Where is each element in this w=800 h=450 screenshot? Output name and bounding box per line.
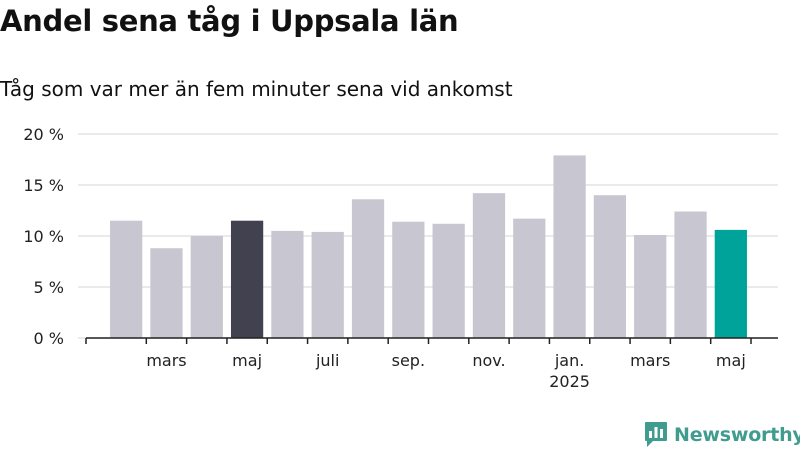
x-tick-label: sep.	[392, 351, 425, 370]
x-tick-label: juli	[315, 351, 339, 370]
newsworthy-logo-icon	[645, 422, 667, 447]
x-axis: mars maj juli sep. nov. jan. 2025 mars maj	[85, 337, 778, 391]
y-tick-label: 20 %	[23, 125, 64, 144]
bar	[271, 230, 304, 338]
bar	[593, 195, 627, 338]
y-tick-label: 10 %	[23, 227, 64, 246]
y-tick-label: 5 %	[34, 278, 64, 297]
bar	[230, 220, 264, 338]
gridlines	[78, 133, 778, 339]
x-tick-label: nov.	[472, 351, 505, 370]
chart-title: Andel sena tåg i Uppsala län	[0, 4, 459, 38]
bar	[110, 220, 143, 338]
x-tick-sublabel: 2025	[549, 372, 590, 391]
brand-name: Newsworthy	[674, 424, 800, 446]
x-tick-label: maj	[232, 351, 262, 370]
bar	[553, 155, 586, 338]
bar	[150, 248, 183, 338]
bar	[513, 218, 546, 338]
x-tick-label: mars	[146, 351, 186, 370]
y-tick-label: 0 %	[34, 329, 64, 348]
bar	[351, 199, 385, 338]
bar	[190, 236, 223, 338]
chart-subtitle: Tåg som var mer än fem minuter sena vid …	[0, 77, 513, 101]
bar	[714, 229, 747, 338]
x-tick-label: jan.	[554, 351, 584, 370]
x-tick-label: maj	[716, 351, 746, 370]
newsworthy-logo: Newsworthy	[644, 420, 800, 450]
bar	[674, 211, 707, 338]
bar	[392, 221, 425, 338]
bars	[110, 155, 747, 338]
bar	[634, 234, 667, 338]
bar	[311, 231, 344, 338]
bar	[432, 223, 465, 338]
x-tick-label: mars	[630, 351, 670, 370]
y-axis-ticks: 0 % 5 % 10 % 15 % 20 %	[23, 125, 64, 348]
bar	[472, 193, 506, 338]
y-tick-label: 15 %	[23, 176, 64, 195]
